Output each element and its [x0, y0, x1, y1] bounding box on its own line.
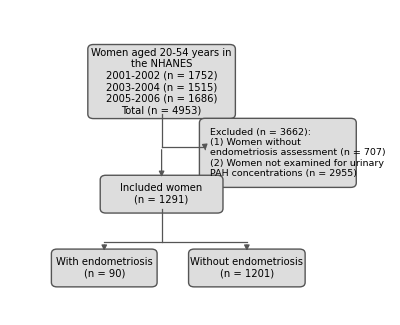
Text: Included women
(n = 1291): Included women (n = 1291)	[120, 183, 203, 205]
FancyBboxPatch shape	[200, 118, 356, 188]
Text: Without endometriosis
(n = 1201): Without endometriosis (n = 1201)	[190, 257, 303, 279]
FancyBboxPatch shape	[188, 249, 305, 287]
Text: With endometriosis
(n = 90): With endometriosis (n = 90)	[56, 257, 153, 279]
FancyBboxPatch shape	[88, 45, 235, 119]
FancyBboxPatch shape	[51, 249, 157, 287]
FancyBboxPatch shape	[100, 175, 223, 213]
Text: Excluded (n = 3662):
(1) Women without
endometriosis assessment (n = 707)
(2) Wo: Excluded (n = 3662): (1) Women without e…	[210, 128, 386, 178]
Text: Women aged 20-54 years in
the NHANES
2001-2002 (n = 1752)
2003-2004 (n = 1515)
2: Women aged 20-54 years in the NHANES 200…	[91, 47, 232, 116]
